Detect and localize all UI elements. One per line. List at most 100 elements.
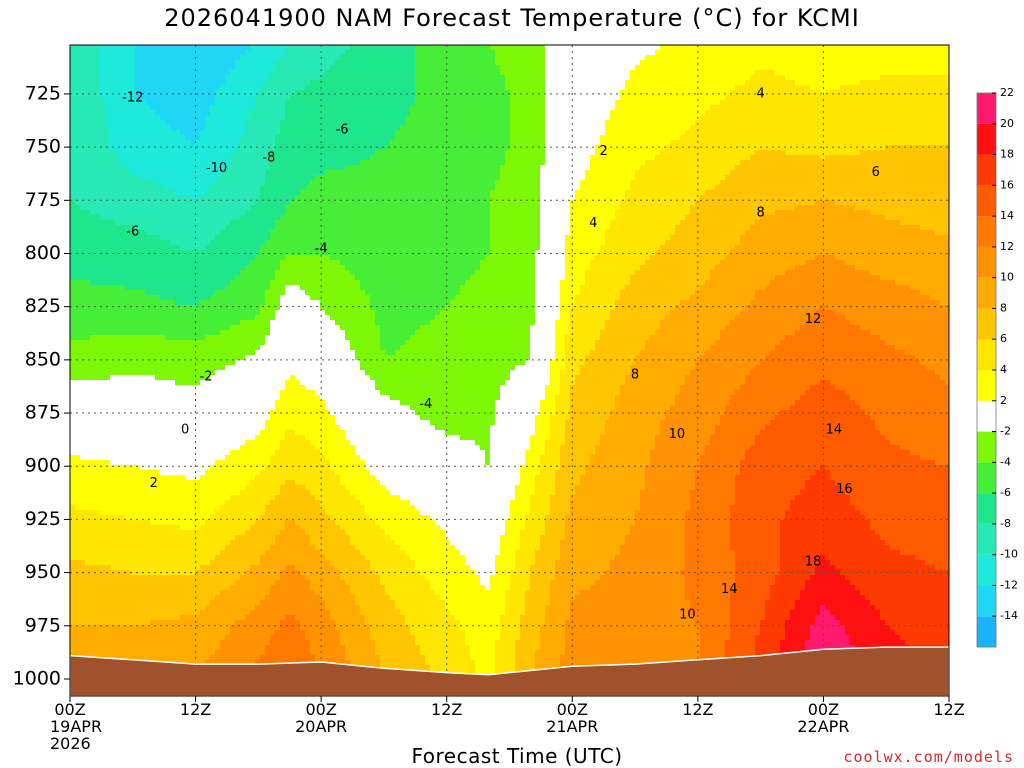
field-cell [105,65,111,71]
field-cell [505,130,511,136]
field-cell [195,120,201,126]
field-cell [330,160,336,166]
field-cell [530,80,536,86]
field-cell [405,65,411,71]
field-cell [785,180,791,186]
field-cell [630,50,636,56]
field-cell [260,120,266,126]
field-cell [510,150,516,156]
field-cell [185,95,191,101]
field-cell [175,75,181,81]
field-cell [870,165,876,171]
field-cell [375,180,381,186]
field-cell [260,85,266,91]
field-cell [165,45,171,51]
field-cell [360,75,366,81]
field-cell [375,155,381,161]
field-cell [500,95,506,101]
field-cell [700,95,706,101]
field-cell [470,85,476,91]
field-cell [850,100,856,106]
field-cell [935,55,941,61]
field-cell [785,80,791,86]
field-cell [535,170,541,176]
field-cell [600,130,606,136]
field-cell [155,125,161,131]
field-cell [340,155,346,161]
field-cell [410,80,416,86]
field-cell [665,115,671,121]
field-cell [410,45,416,51]
field-cell [345,115,351,121]
field-cell [530,165,536,171]
field-cell [330,60,336,66]
field-cell [315,180,321,186]
field-cell [180,125,186,131]
field-cell [615,130,621,136]
field-cell [695,120,701,126]
field-cell [675,75,681,81]
field-cell [455,170,461,176]
field-cell [370,155,376,161]
field-cell [735,75,741,81]
field-cell [75,175,81,181]
field-cell [760,120,766,126]
field-cell [265,60,271,66]
field-cell [180,65,186,71]
field-cell [375,110,381,116]
field-cell [770,125,776,131]
field-cell [605,45,611,51]
field-cell [135,135,141,141]
field-cell [105,110,111,116]
field-cell [840,120,846,126]
field-cell [415,175,421,181]
field-cell [220,165,226,171]
field-cell [705,150,711,156]
field-cell [480,180,486,186]
field-cell [110,180,116,186]
field-cell [890,165,896,171]
field-cell [905,145,911,151]
field-cell [595,50,601,56]
field-cell [605,110,611,116]
field-cell [395,135,401,141]
field-cell [685,150,691,156]
field-cell [785,140,791,146]
field-cell [925,165,931,171]
field-cell [590,55,596,61]
field-cell [110,100,116,106]
field-cell [685,120,691,126]
field-cell [415,60,421,66]
field-cell [825,45,831,51]
field-cell [310,170,316,176]
field-cell [510,160,516,166]
field-cell [215,185,221,191]
field-cell [710,80,716,86]
field-cell [455,60,461,66]
field-cell [525,85,531,91]
field-cell [600,70,606,76]
field-cell [435,175,441,181]
field-cell [610,105,616,111]
field-cell [105,75,111,81]
field-cell [715,135,721,141]
field-cell [830,60,836,66]
field-cell [790,75,796,81]
field-cell [80,145,86,151]
field-cell [755,175,761,181]
field-cell [400,145,406,151]
field-cell [420,130,426,136]
field-cell [660,45,666,51]
field-cell [215,50,221,56]
field-cell [900,140,906,146]
field-cell [610,45,616,51]
field-cell [865,75,871,81]
field-cell [195,165,201,171]
field-cell [515,80,521,86]
field-cell [860,100,866,106]
field-cell [625,150,631,156]
field-cell [175,105,181,111]
field-cell [880,145,886,151]
field-cell [810,80,816,86]
field-cell [175,90,181,96]
